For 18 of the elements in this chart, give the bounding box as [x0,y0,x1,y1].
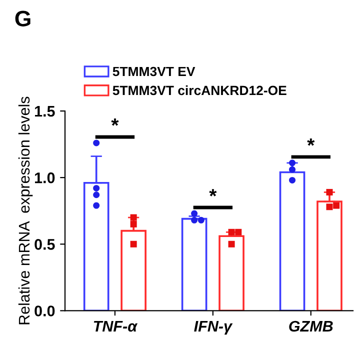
annotation: * [307,138,315,146]
legend-label: 5TMM3VT circANKRD12-OE [112,85,286,96]
bar [120,230,146,311]
x-tick-label: TNF-α [94,320,138,332]
legend-label: 5TMM3VT EV [112,66,196,76]
y-tick-label: 1.0 [35,172,55,184]
y-axis-title: Relative mRNA expression levels [18,96,33,324]
chart-title: G [15,10,30,26]
bar [181,218,208,311]
y-tick-label: 1.5 [35,106,55,117]
annotation: * [111,118,119,126]
annotation: * [209,189,217,196]
x-tick-label: GZMB [289,320,333,332]
y-tick-label: 0.0 [34,306,55,316]
y-tick-label: 0.5 [34,239,55,250]
bar [218,235,244,311]
bar [279,171,306,311]
x-tick-label: IFN-γ [194,320,233,335]
